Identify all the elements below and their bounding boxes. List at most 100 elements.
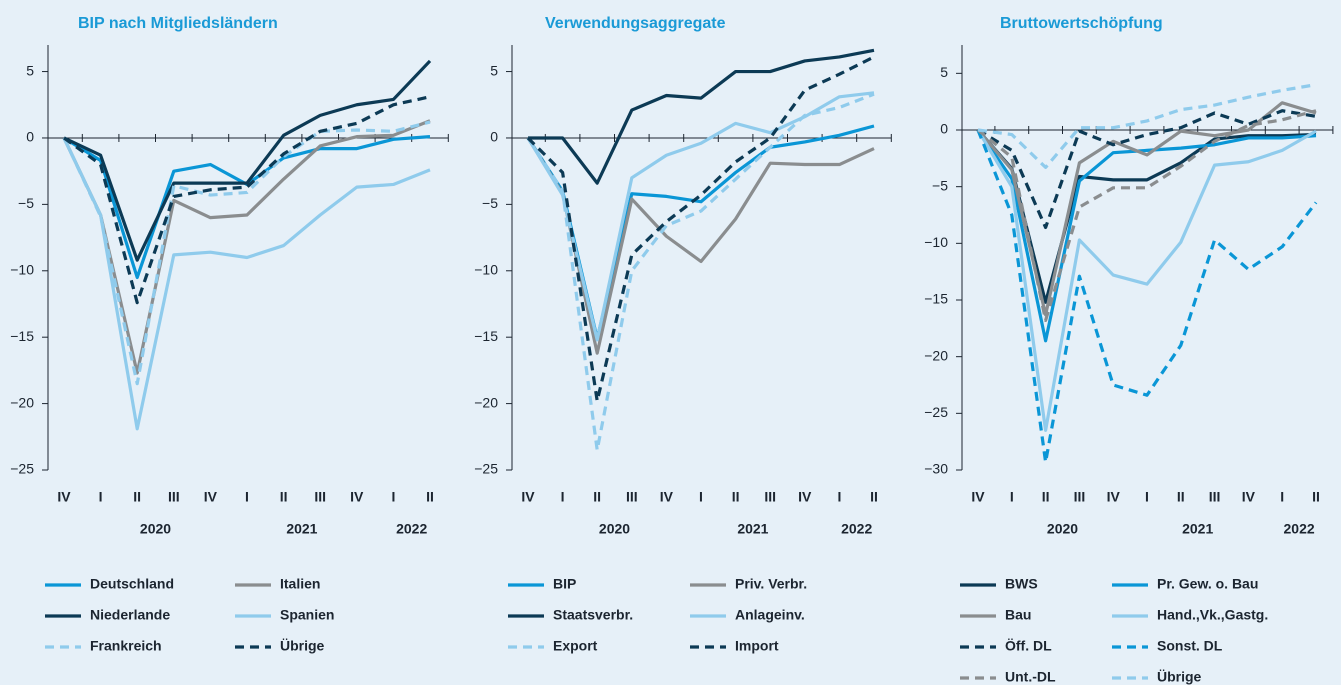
y-tick-label: −10 <box>924 234 948 250</box>
series-line <box>976 129 1318 464</box>
x-tick-label: I <box>99 489 103 505</box>
x-tick-label: IV <box>1242 489 1256 505</box>
x-tick-label: I <box>1280 489 1284 505</box>
x-tick-label: IV <box>521 489 535 505</box>
series-line <box>62 137 431 431</box>
legend-label: Pr. Gew. o. Bau <box>1157 576 1258 592</box>
legend-label: Niederlande <box>90 607 170 623</box>
x-tick-label: IV <box>57 489 71 505</box>
series-line <box>526 137 875 355</box>
x-tick-label: II <box>1312 489 1320 505</box>
x-tick-label: I <box>837 489 841 505</box>
legend-label: Hand.,Vk.,Gastg. <box>1157 607 1268 623</box>
legend-label: Anlageinv. <box>735 607 805 623</box>
x-tick-label: III <box>314 489 326 505</box>
series-line <box>526 55 875 403</box>
legend-label: Übrige <box>280 638 325 654</box>
x-tick-label: I <box>561 489 565 505</box>
y-tick-label: −30 <box>924 461 948 477</box>
series-line <box>977 83 1317 169</box>
y-tick-label: −20 <box>474 394 498 410</box>
y-tick-label: −20 <box>10 394 34 410</box>
x-tick-label: IV <box>971 489 985 505</box>
x-tick-label: III <box>626 489 638 505</box>
y-tick-label: 5 <box>490 62 498 78</box>
year-label: 2021 <box>286 521 317 537</box>
series-line <box>976 109 1317 322</box>
y-tick-label: 0 <box>490 129 498 145</box>
y-tick-label: −10 <box>474 261 498 277</box>
year-label: 2020 <box>599 521 630 537</box>
x-tick-label: I <box>1010 489 1014 505</box>
legend-label: Priv. Verbr. <box>735 576 807 592</box>
x-tick-label: III <box>1209 489 1221 505</box>
series-line <box>528 48 875 185</box>
chart-title: Bruttowertschöpfung <box>1000 15 1163 32</box>
legend-label: Italien <box>280 576 320 592</box>
x-tick-label: II <box>280 489 288 505</box>
legend-label: Übrige <box>1157 669 1202 685</box>
legend-label: Bau <box>1005 607 1031 623</box>
year-label: 2020 <box>140 521 171 537</box>
x-tick-label: IV <box>660 489 674 505</box>
x-tick-label: III <box>764 489 776 505</box>
legend-label: BWS <box>1005 576 1038 592</box>
y-tick-label: −20 <box>924 347 948 363</box>
series-line <box>976 128 1317 304</box>
series-line <box>63 59 432 262</box>
legend-label: Unt.-DL <box>1005 669 1056 685</box>
x-tick-label: II <box>133 489 141 505</box>
legend-label: Import <box>735 638 779 654</box>
x-tick-label: I <box>245 489 249 505</box>
y-tick-label: 5 <box>26 62 34 78</box>
x-tick-label: II <box>1042 489 1050 505</box>
series-line <box>63 95 431 305</box>
y-tick-label: −25 <box>474 461 498 477</box>
y-tick-label: 0 <box>26 129 34 145</box>
y-tick-label: 5 <box>940 64 948 80</box>
y-tick-label: −25 <box>924 404 948 420</box>
series-line <box>976 129 1317 432</box>
year-label: 2021 <box>1182 521 1213 537</box>
x-tick-label: II <box>426 489 434 505</box>
x-tick-label: II <box>870 489 878 505</box>
x-tick-label: IV <box>798 489 812 505</box>
chart-title: Verwendungsaggregate <box>545 15 726 32</box>
series-line <box>526 92 875 452</box>
x-tick-label: III <box>168 489 180 505</box>
legend-label: Frankreich <box>90 638 162 654</box>
x-tick-label: I <box>1145 489 1149 505</box>
y-tick-label: −15 <box>10 328 34 344</box>
y-tick-label: −5 <box>18 195 34 211</box>
y-tick-label: −15 <box>474 328 498 344</box>
x-tick-label: I <box>699 489 703 505</box>
y-tick-label: −15 <box>924 291 948 307</box>
y-tick-label: −25 <box>10 461 34 477</box>
legend-label: Spanien <box>280 607 334 623</box>
x-tick-label: IV <box>204 489 218 505</box>
x-tick-label: II <box>1177 489 1185 505</box>
legend-label: Sonst. DL <box>1157 638 1223 654</box>
series-line <box>62 120 431 386</box>
y-tick-label: −10 <box>10 261 34 277</box>
y-tick-label: 0 <box>940 121 948 137</box>
x-tick-label: IV <box>1107 489 1121 505</box>
series-line <box>977 109 1317 230</box>
legend-label: Öff. DL <box>1005 638 1052 654</box>
year-label: 2020 <box>1047 521 1078 537</box>
series-line <box>526 91 875 342</box>
year-label: 2021 <box>737 521 768 537</box>
legend-label: BIP <box>553 576 576 592</box>
legend-label: Staatsverbr. <box>553 607 633 623</box>
y-tick-label: −5 <box>932 177 948 193</box>
series-line <box>976 129 1317 343</box>
x-tick-label: II <box>593 489 601 505</box>
x-tick-label: II <box>732 489 740 505</box>
legend-label: Deutschland <box>90 576 174 592</box>
year-label: 2022 <box>841 521 872 537</box>
series-line <box>62 119 431 375</box>
series-line <box>526 124 875 341</box>
y-tick-label: −5 <box>482 195 498 211</box>
legend-label: Export <box>553 638 598 654</box>
